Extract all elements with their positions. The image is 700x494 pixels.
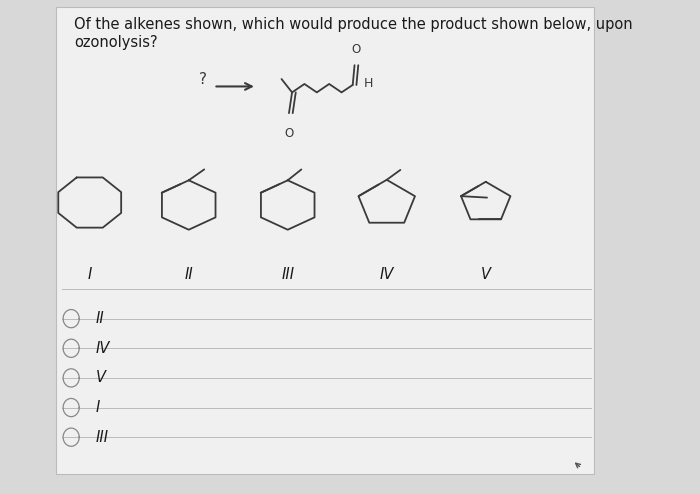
Text: O: O — [351, 43, 360, 56]
Text: I: I — [88, 267, 92, 282]
Text: III: III — [281, 267, 294, 282]
Text: IV: IV — [96, 341, 111, 356]
Text: O: O — [284, 127, 293, 140]
FancyBboxPatch shape — [56, 7, 594, 474]
Text: I: I — [96, 400, 100, 415]
Text: V: V — [96, 370, 106, 385]
Text: V: V — [481, 267, 491, 282]
Text: III: III — [96, 430, 109, 445]
Text: IV: IV — [379, 267, 394, 282]
Text: II: II — [96, 311, 105, 326]
Text: H: H — [364, 78, 373, 90]
Text: II: II — [184, 267, 193, 282]
Text: ?: ? — [199, 72, 207, 86]
Text: Of the alkenes shown, which would produce the product shown below, upon
ozonolys: Of the alkenes shown, which would produc… — [74, 17, 633, 50]
